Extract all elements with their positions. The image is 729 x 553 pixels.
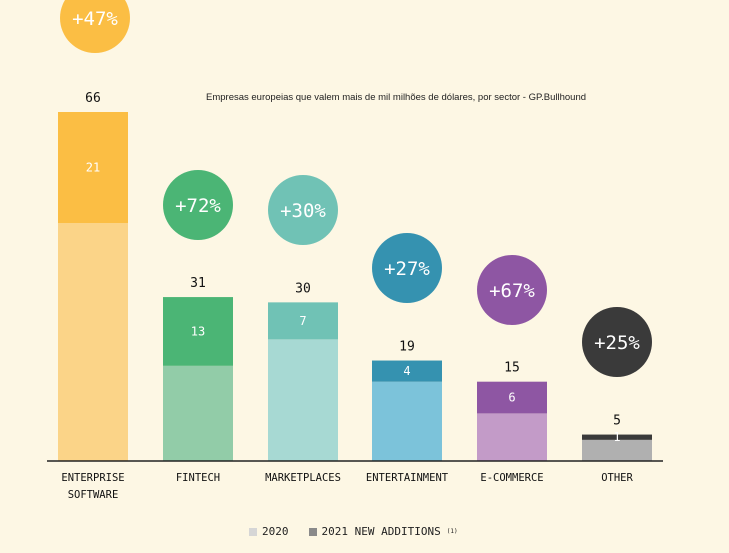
bar-2021-marketplaces (268, 302, 338, 340)
total-value-label-entertainment: 19 (399, 340, 415, 355)
growth-label-fintech: +72% (175, 195, 221, 217)
growth-bubble-entertainment (372, 233, 442, 303)
bar-2020-fintech (163, 365, 233, 461)
bar-2021-fintech (163, 297, 233, 366)
bar-2021-other (582, 434, 652, 440)
growth-bubble-marketplaces (268, 175, 338, 245)
legend-swatch-2021 (308, 527, 317, 536)
legend-label-2020: 2020 (262, 525, 289, 538)
growth-bubble-fintech (163, 170, 233, 240)
bar-2020-enterprise-software (58, 223, 128, 461)
added-value-label-other: 1 (613, 430, 620, 444)
added-value-label-e-commerce: 6 (508, 391, 515, 405)
chart-subtitle: Empresas europeias que valem mais de mil… (206, 92, 587, 103)
growth-label-other: +25% (594, 332, 640, 354)
total-value-label-marketplaces: 30 (295, 281, 311, 296)
added-value-label-marketplaces: 7 (299, 314, 306, 328)
growth-bubble-other (582, 307, 652, 377)
category-label-other: OTHER (601, 472, 633, 484)
growth-bubble-enterprise-software (60, 0, 130, 53)
added-value-label-enterprise-software: 21 (86, 161, 100, 175)
total-value-label-other: 5 (613, 414, 621, 429)
growth-label-e-commerce: +67% (489, 280, 535, 302)
legend-swatch-2020 (249, 527, 257, 536)
category-label-entertainment: ENTERTAINMENT (366, 472, 449, 484)
category-label-enterprise-software-line-1: ENTERPRISE (61, 472, 124, 484)
total-value-label-fintech: 31 (190, 276, 206, 291)
legend-item-2021: 2021 NEW ADDITIONS (1) (308, 525, 458, 538)
bar-2020-e-commerce (477, 413, 547, 461)
category-label-marketplaces: MARKETPLACES (265, 472, 341, 484)
total-value-label-enterprise-software: 66 (85, 91, 101, 106)
growth-label-enterprise-software: +47% (72, 8, 118, 30)
bar-2021-e-commerce (477, 381, 547, 414)
total-value-label-e-commerce: 15 (504, 361, 520, 376)
added-value-label-entertainment: 4 (403, 364, 410, 378)
bar-2020-marketplaces (268, 339, 338, 461)
legend-label-2021: 2021 NEW ADDITIONS (321, 525, 441, 538)
legend-footnote-marker: (1) (446, 528, 458, 535)
bar-2021-enterprise-software (58, 112, 128, 224)
category-label-fintech: FINTECH (176, 472, 220, 484)
category-label-e-commerce: E-COMMERCE (480, 472, 543, 484)
bar-2020-other (582, 439, 652, 461)
growth-bubble-e-commerce (477, 255, 547, 325)
bar-2020-entertainment (372, 381, 442, 461)
growth-label-entertainment: +27% (384, 258, 430, 280)
legend-item-2020: 2020 (249, 525, 289, 538)
growth-label-marketplaces: +30% (280, 200, 326, 222)
added-value-label-fintech: 13 (191, 324, 205, 338)
bar-2021-entertainment (372, 360, 442, 382)
chart-legend: 2020 2021 NEW ADDITIONS (1) (249, 525, 478, 538)
category-label-enterprise-software-line-2: SOFTWARE (68, 489, 119, 501)
